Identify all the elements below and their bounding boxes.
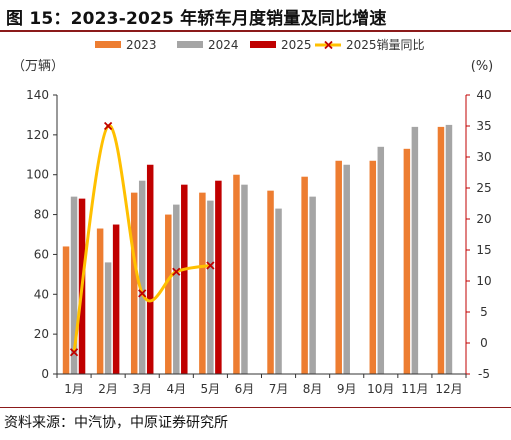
legend-label: 2025销量同比 <box>346 38 425 52</box>
bar-2024 <box>207 200 214 374</box>
left-tick-label: 20 <box>34 327 49 341</box>
bar-2023 <box>369 160 377 374</box>
legend-swatch-2024 <box>177 41 203 48</box>
legend-label: 2025 <box>281 38 312 52</box>
right-tick-label: 15 <box>476 243 491 257</box>
legend: 2023 2024 2025 2025销量同比 <box>95 38 425 52</box>
right-axis: -5 0 5 10 15 20 25 30 35 40 <box>465 88 492 381</box>
bar-2023 <box>403 148 411 374</box>
bar-2023 <box>335 160 342 374</box>
right-axis-label: (%) <box>471 59 494 74</box>
right-tick-label: 40 <box>476 88 491 102</box>
bars <box>62 124 453 375</box>
yoy-point <box>172 267 181 276</box>
x-tick-label: 2月 <box>98 382 118 396</box>
x-tick-label: 11月 <box>401 382 428 396</box>
bar-2024 <box>241 184 248 374</box>
right-tick-label: 30 <box>476 150 491 164</box>
source-note: 资料来源：中汽协，中原证券研究所 <box>4 415 228 431</box>
bar-2025 <box>215 180 222 374</box>
bar-2023 <box>62 246 70 374</box>
right-tick-label: -5 <box>478 367 490 381</box>
bar-2025 <box>181 184 188 374</box>
bar-2024 <box>309 196 316 374</box>
bar-2023 <box>165 214 172 374</box>
legend-swatch-2025 <box>250 41 276 48</box>
x-tick-label: 9月 <box>337 382 357 396</box>
bar-2023 <box>437 126 445 374</box>
bar-2024 <box>275 208 282 374</box>
x-tick-label: 8月 <box>303 382 323 396</box>
x-tick-label: 6月 <box>235 382 255 396</box>
bar-2024 <box>138 180 146 374</box>
bar-2023 <box>96 228 104 374</box>
bar-2023 <box>233 174 240 374</box>
legend-label: 2023 <box>126 38 157 52</box>
chart-canvas: 2023 2024 2025 2025销量同比 （万辆） (%) 0204060801… <box>12 38 494 396</box>
chart-title: 图 15：2023-2025 年轿车月度销量及同比增速 <box>6 9 387 29</box>
yoy-point <box>206 261 215 270</box>
bar-2023 <box>130 192 138 374</box>
left-tick-label: 100 <box>26 168 49 182</box>
x-tick-label: 10月 <box>367 382 394 396</box>
yoy-line <box>69 121 215 357</box>
bar-2023 <box>199 192 206 374</box>
x-tick-label: 7月 <box>269 382 289 396</box>
left-axis: 0 20 40 60 80 100 120 140 <box>26 88 58 381</box>
x-axis: 1月 2月 3月 4月 5月 6月 7月 8月 9月 10月 11月 12月 <box>56 373 467 396</box>
bar-2024 <box>104 262 112 374</box>
bar-2025 <box>112 224 120 374</box>
right-tick-label: 35 <box>476 119 491 133</box>
x-tick-label: 4月 <box>166 382 186 396</box>
left-tick-label: 120 <box>26 128 49 142</box>
left-tick-label: 80 <box>34 208 49 222</box>
right-tick-label: 20 <box>476 212 491 226</box>
x-tick-label: 3月 <box>132 382 152 396</box>
yoy-point <box>103 121 113 131</box>
x-tick-label: 1月 <box>64 382 84 396</box>
left-tick-label: 0 <box>41 367 49 381</box>
legend-swatch-marker <box>324 40 333 50</box>
bar-2024 <box>377 146 385 374</box>
left-tick-label: 60 <box>34 247 49 261</box>
bar-2024 <box>343 164 350 374</box>
x-tick-label: 12月 <box>435 382 462 396</box>
right-tick-label: 5 <box>480 305 488 319</box>
left-tick-label: 40 <box>34 287 49 301</box>
right-tick-label: 10 <box>476 274 491 288</box>
left-axis-label: （万辆） <box>12 59 64 74</box>
right-tick-label: 0 <box>480 336 488 350</box>
bar-2024 <box>70 196 78 374</box>
yoy-point <box>69 348 79 357</box>
legend-swatch-2023 <box>95 41 121 48</box>
bar-2023 <box>301 176 308 374</box>
left-tick-label: 140 <box>26 88 49 102</box>
title-rule <box>0 30 511 32</box>
yoy-point <box>138 289 147 298</box>
right-tick-label: 25 <box>476 181 491 195</box>
bar-2023 <box>267 190 274 374</box>
x-tick-label: 5月 <box>201 382 221 396</box>
bar-2024 <box>411 126 419 374</box>
source-rule <box>0 407 511 408</box>
bar-2025 <box>146 164 154 374</box>
bar-2024 <box>173 204 180 374</box>
bar-2024 <box>445 124 453 375</box>
legend-label: 2024 <box>208 38 239 52</box>
